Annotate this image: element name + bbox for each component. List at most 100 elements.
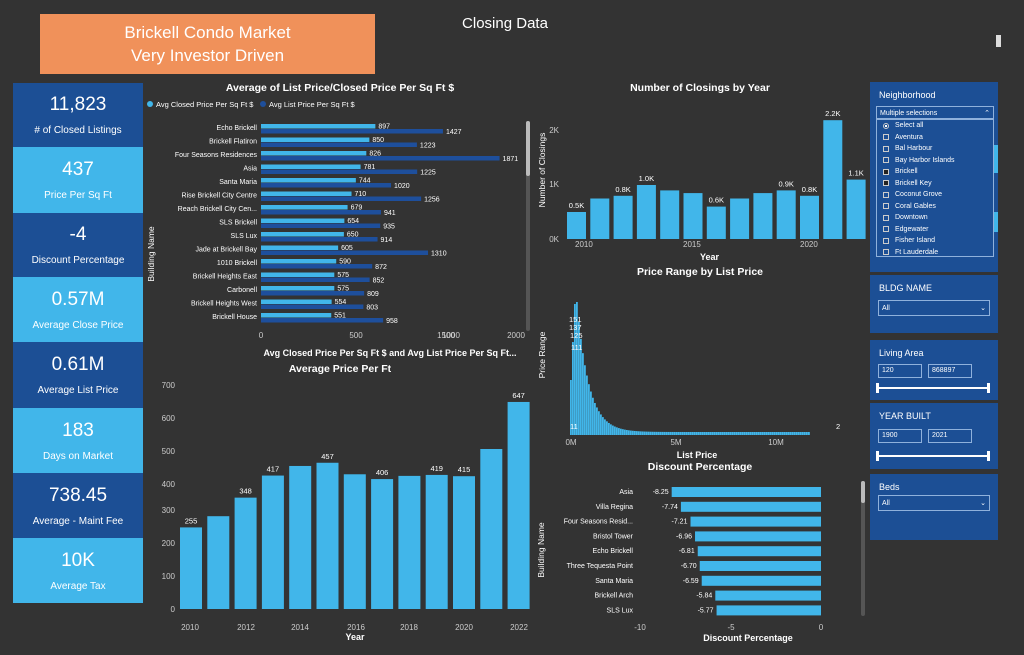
neighborhood-option[interactable]: Bal Harbour (877, 143, 993, 155)
discount-value: -8.25 (653, 489, 669, 496)
ppsf-chart[interactable]: Avg Closed Price Per Sq Ft $ Avg List Pr… (145, 94, 540, 366)
closed-ppsf-bar (261, 151, 367, 156)
neighborhood-options[interactable]: Select all Aventura Bal Harbour Bay Harb… (876, 119, 994, 257)
avgprice-bar-label: 415 (458, 465, 471, 474)
living-area-slider-max-handle[interactable] (987, 383, 990, 393)
year-built-slider-max-handle[interactable] (987, 451, 990, 461)
ppsf-xtick: 1000 (442, 331, 460, 340)
closings-bar (776, 190, 796, 239)
pricerange-chart-title: Price Range by List Price (636, 266, 764, 278)
pr-label: 137 (569, 323, 582, 332)
kpi-label: Discount Percentage (31, 255, 125, 266)
list-ppsf-bar (261, 210, 381, 215)
closed-ppsf-value: 679 (351, 205, 363, 212)
year-built-slider-min-handle[interactable] (876, 451, 879, 461)
discount-scrollbar[interactable] (861, 481, 865, 616)
year-built-min-input[interactable]: 1900 (878, 429, 922, 443)
closings-bar (706, 206, 726, 239)
avgprice-bar-label: 457 (321, 452, 334, 461)
price-range-bar (688, 431, 690, 435)
year-built-slicer: YEAR BUILT 1900 2021 (870, 403, 998, 469)
avgprice-bar (180, 527, 202, 609)
closed-ppsf-value: 575 (337, 286, 349, 293)
price-range-bar (676, 431, 678, 435)
price-range-bar (776, 432, 778, 435)
price-range-bar (756, 431, 758, 435)
kpi-maint-fee: 738.45 Average - Maint Fee (13, 473, 143, 538)
pr-xtick: 0M (565, 438, 576, 447)
ppsf-xtick: 500 (349, 331, 363, 340)
closings-bar (730, 198, 750, 239)
avgprice-xtick: 2012 (237, 623, 255, 632)
neighborhood-option[interactable]: Brickell Key (877, 178, 993, 190)
price-range-bar (582, 353, 584, 435)
price-range-bar (624, 429, 626, 435)
neighborhood-option[interactable]: Downtown (877, 212, 993, 224)
price-range-bar (796, 432, 798, 435)
price-range-bar (674, 431, 676, 435)
price-range-bar (666, 431, 668, 435)
price-range-bar (804, 432, 806, 435)
closed-ppsf-bar (261, 124, 376, 129)
price-range-bar (652, 431, 654, 435)
year-built-title: YEAR BUILT (879, 411, 931, 421)
kpi-value: 11,823 (49, 94, 107, 115)
list-ppsf-value: 941 (384, 210, 396, 217)
kpi-discount-percentage: -4 Discount Percentage (13, 213, 143, 277)
discount-chart[interactable]: Building Name Asia -8.25 Villa Regina -7.74… (535, 476, 870, 648)
avgprice-ytick: 400 (162, 480, 176, 489)
checkbox-icon (883, 237, 889, 244)
price-range-bar (734, 431, 736, 435)
pricerange-chart[interactable]: Price Range 151 137 125 111 11 2 0M 5M 1… (535, 280, 855, 460)
neighborhood-scrollbar-lower[interactable] (994, 212, 998, 232)
neighborhood-option[interactable]: Coconut Grove (877, 189, 993, 201)
neighborhood-scrollbar[interactable] (994, 145, 998, 173)
neighborhood-option[interactable]: Select all (877, 120, 993, 132)
living-area-max-input[interactable]: 868897 (928, 364, 972, 378)
year-built-max-input[interactable]: 2021 (928, 429, 972, 443)
closings-chart[interactable]: Number of Closings 0K 1K 2K 0.5K 0.8K 1.0K… (535, 95, 870, 245)
building-label: SLS Brickell (219, 220, 257, 227)
price-range-bar (592, 397, 594, 435)
kpi-label: # of Closed Listings (34, 125, 122, 136)
neighborhood-option[interactable]: Aventura (877, 132, 993, 144)
price-range-bar (768, 432, 770, 435)
year-built-slider-track[interactable] (878, 455, 990, 457)
closings-bar-label: 0.9K (778, 179, 793, 188)
ppsf-xticks: 0 500 1000 1500 2000 (259, 331, 526, 340)
avgprice-ytick: 100 (162, 572, 176, 581)
price-range-bar (664, 431, 666, 435)
living-area-slider-track[interactable] (878, 387, 990, 389)
avgprice-chart[interactable]: 0 100 200 300 400 500 600 700 255 348 417 4… (145, 376, 540, 646)
bldg-dropdown[interactable]: All ⌄ (878, 300, 990, 316)
price-range-bar (608, 422, 610, 435)
price-range-bar (672, 431, 674, 435)
building-label: Reach Brickell City Cen... (178, 206, 257, 213)
neighborhood-option[interactable]: Brickell (877, 166, 993, 178)
legend-closed-label: Avg Closed Price Per Sq Ft $ (156, 100, 254, 109)
avgprice-xtick: 2014 (291, 623, 309, 632)
pr-label: 125 (570, 331, 583, 340)
neighborhood-option[interactable]: Edgewater (877, 224, 993, 236)
neighborhood-option[interactable]: Fisher Island (877, 235, 993, 247)
neighborhood-option[interactable]: Coral Gables (877, 201, 993, 213)
price-range-bar (638, 431, 640, 435)
price-range-bar (710, 431, 712, 435)
price-range-bar (736, 431, 738, 435)
discount-ylabel: Building Name (536, 522, 546, 578)
price-range-bar (740, 431, 742, 435)
ppsf-scroll-thumb[interactable] (526, 121, 530, 176)
living-area-min-input[interactable]: 120 (878, 364, 922, 378)
ppsf-legend: Avg Closed Price Per Sq Ft $ Avg List Pr… (147, 100, 356, 109)
discount-scroll-thumb[interactable] (861, 481, 865, 503)
kpi-value: 183 (62, 419, 94, 441)
price-range-bar (628, 430, 630, 435)
neighborhood-option[interactable]: Bay Harbor Islands (877, 155, 993, 167)
price-range-bar (726, 431, 728, 435)
living-area-slider-min-handle[interactable] (876, 383, 879, 393)
beds-dropdown[interactable]: All ⌄ (878, 495, 990, 511)
closed-ppsf-bar (261, 178, 356, 183)
building-label: Carbonell (227, 287, 257, 294)
neighborhood-dropdown[interactable]: Multiple selections ⌃ (876, 106, 994, 119)
neighborhood-option[interactable]: Ft Lauderdale (877, 247, 993, 257)
